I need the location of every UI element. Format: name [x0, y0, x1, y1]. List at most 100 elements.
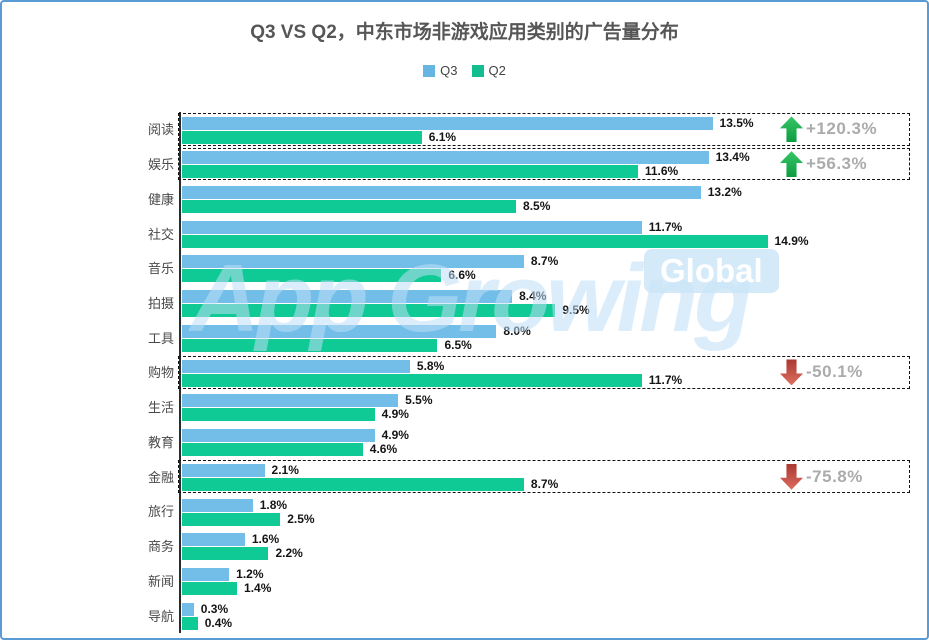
- value-label-q3: 13.4%: [715, 150, 750, 165]
- category-label: 社交: [147, 226, 174, 242]
- bar-q2: [182, 304, 556, 318]
- value-label-q3: 1.6%: [251, 532, 280, 547]
- chart-row: 音乐 8.7% 6.6%: [148, 251, 911, 286]
- value-label-q3: 2.1%: [271, 462, 299, 477]
- legend-item-q3: Q3: [423, 63, 458, 78]
- category-label: 阅读: [147, 122, 174, 138]
- bar-q3: [182, 359, 410, 373]
- up-arrow-icon: [780, 151, 803, 178]
- legend-label-q3: Q3: [440, 63, 458, 78]
- category-label: 金融: [147, 469, 174, 485]
- value-label-q2: 2.5%: [287, 511, 315, 526]
- value-label-q2: 8.7%: [530, 476, 559, 491]
- category-label: 工具: [147, 330, 174, 346]
- value-label-q2: 11.7%: [648, 372, 683, 387]
- bar-q3: [182, 185, 701, 199]
- y-axis-line: [179, 112, 181, 633]
- value-label-q3: 8.0%: [503, 323, 531, 338]
- chart-row: 生活 5.5% 4.9%: [148, 390, 911, 425]
- chart-row: 工具 8.0% 6.5%: [148, 320, 911, 355]
- value-label-q2: 1.4%: [244, 581, 272, 596]
- bar-q3: [182, 429, 375, 443]
- change-annotation: -75.8%: [780, 459, 863, 494]
- bar-q2: [182, 443, 363, 457]
- bar-q3: [182, 324, 497, 338]
- chart-row: 购物 5.8% 11.7%: [148, 355, 911, 390]
- chart-row: 阅读 13.5% 6.1%: [148, 112, 911, 147]
- bar-q3: [182, 116, 713, 130]
- value-label-q3: 1.2%: [236, 567, 264, 582]
- value-label-q3: 5.8%: [416, 358, 445, 373]
- value-label-q2: 8.5%: [523, 198, 551, 213]
- change-annotation: +120.3%: [780, 112, 877, 147]
- value-label-q2: 6.6%: [448, 268, 476, 283]
- legend: Q3 Q2: [2, 63, 927, 78]
- value-label-q2: 0.4%: [204, 615, 233, 630]
- change-annotation: +56.3%: [780, 147, 867, 182]
- bar-q2: [182, 547, 269, 561]
- bar-q3: [182, 568, 230, 582]
- highlight-dashed-box: [178, 460, 910, 494]
- bar-q2: [182, 234, 768, 248]
- value-label-q2: 6.1%: [428, 129, 457, 144]
- bar-q3: [182, 602, 194, 616]
- bar-q3: [182, 151, 709, 165]
- chart-row: 金融 2.1% 8.7%: [148, 459, 911, 494]
- chart-title: Q3 VS Q2，中东市场非游戏应用类别的广告量分布: [250, 22, 679, 43]
- down-arrow-icon: [780, 359, 803, 386]
- category-label: 教育: [147, 434, 174, 450]
- value-label-q2: 2.2%: [275, 546, 303, 561]
- bar-chart: 阅读 13.5% 6.1% 娱乐 13.4% 11.6% 健康 13.2% 8.5% 社交 11.7…: [148, 112, 911, 633]
- change-percent-label: +120.3%: [806, 119, 878, 139]
- bar-q3: [182, 498, 253, 512]
- chart-row: 拍摄 8.4% 9.5%: [148, 286, 911, 321]
- chart-row: 旅行 1.8% 2.5%: [148, 494, 911, 529]
- value-label-q3: 8.4%: [519, 289, 547, 304]
- category-label: 商务: [147, 539, 174, 555]
- value-label-q3: 8.7%: [530, 254, 559, 269]
- value-label-q3: 13.5%: [719, 115, 754, 130]
- bar-q2: [182, 130, 422, 144]
- q3-color-swatch: [423, 64, 436, 77]
- bar-q2: [182, 477, 524, 491]
- bar-q2: [182, 338, 438, 352]
- value-label-q3: 5.5%: [405, 393, 433, 408]
- value-label-q3: 1.8%: [259, 497, 288, 512]
- category-label: 生活: [147, 400, 174, 416]
- chart-row: 健康 13.2% 8.5%: [148, 181, 911, 216]
- bar-q3: [182, 533, 245, 547]
- bar-q3: [182, 290, 513, 304]
- bar-q2: [182, 512, 281, 526]
- change-percent-label: -50.1%: [806, 362, 863, 382]
- chart-row: 娱乐 13.4% 11.6%: [148, 147, 911, 182]
- chart-row: 新闻 1.2% 1.4%: [148, 564, 911, 599]
- bar-q3: [182, 463, 265, 477]
- q2-color-swatch: [471, 64, 484, 77]
- category-label: 旅行: [147, 504, 174, 520]
- down-arrow-icon: [780, 463, 803, 490]
- change-percent-label: -75.8%: [806, 466, 863, 486]
- chart-row: 商务 1.6% 2.2%: [148, 529, 911, 564]
- bar-q2: [182, 616, 198, 630]
- chart-row: 社交 11.7% 14.9%: [148, 216, 911, 251]
- value-label-q2: 11.6%: [644, 164, 679, 179]
- highlight-dashed-box: [178, 356, 910, 389]
- chart-row: 教育 4.9% 4.6%: [148, 425, 911, 460]
- change-annotation: -50.1%: [780, 355, 863, 390]
- value-label-q2: 4.9%: [381, 407, 409, 422]
- bar-q2: [182, 165, 638, 179]
- bar-q2: [182, 582, 238, 596]
- bar-q2: [182, 408, 375, 422]
- value-label-q2: 6.5%: [444, 337, 472, 352]
- value-label-q3: 0.3%: [200, 601, 229, 616]
- bar-q2: [182, 199, 517, 213]
- value-label-q2: 9.5%: [562, 303, 590, 318]
- highlight-dashed-box: [178, 113, 910, 146]
- bar-q3: [182, 255, 524, 269]
- highlight-dashed-box: [178, 147, 910, 181]
- value-label-q2: 14.9%: [774, 233, 809, 248]
- legend-label-q2: Q2: [488, 63, 506, 78]
- category-label: 新闻: [147, 573, 174, 589]
- up-arrow-icon: [780, 116, 803, 143]
